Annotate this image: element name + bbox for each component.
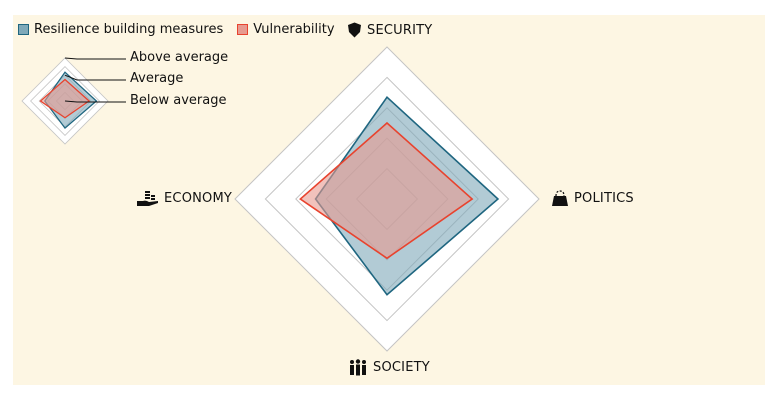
hand-coins-icon — [137, 191, 158, 206]
axis-name-politics: POLITICS — [574, 191, 634, 206]
axis-label-society: SOCIETY — [348, 359, 430, 376]
handbag-icon — [552, 190, 568, 206]
legend-swatch-resilience — [18, 24, 29, 35]
axis-label-politics: POLITICS — [551, 190, 634, 207]
key-leader-line-1 — [64, 74, 126, 81]
legend-swatch-vulnerability — [237, 24, 249, 35]
legend-item-vulnerability: Vulnerability — [237, 22, 335, 37]
legend: Resilience building measures Vulnerabili… — [18, 22, 335, 37]
axis-name-security: SECURITY — [367, 22, 433, 38]
grid-ring-4 — [264, 76, 510, 322]
legend-label-vulnerability: Vulnerability — [253, 22, 335, 37]
shield-icon — [348, 22, 361, 38]
people-icon — [350, 359, 366, 376]
axis-label-security: SECURITY — [347, 22, 432, 38]
key-label-below-average: Below average — [130, 93, 227, 108]
axis-name-economy: ECONOMY — [164, 191, 233, 206]
legend-label-resilience: Resilience building measures — [34, 22, 224, 37]
key-label-average: Average — [130, 71, 184, 86]
key-leader-line-0 — [64, 57, 126, 60]
key-label-above-average: Above average — [130, 50, 229, 65]
key-leader-line-2 — [64, 100, 126, 103]
legend-item-resilience: Resilience building measures — [18, 22, 223, 37]
key-grid-ring-4 — [30, 66, 100, 136]
axis-label-economy: ECONOMY — [137, 190, 232, 207]
axis-name-society: SOCIETY — [373, 360, 430, 375]
